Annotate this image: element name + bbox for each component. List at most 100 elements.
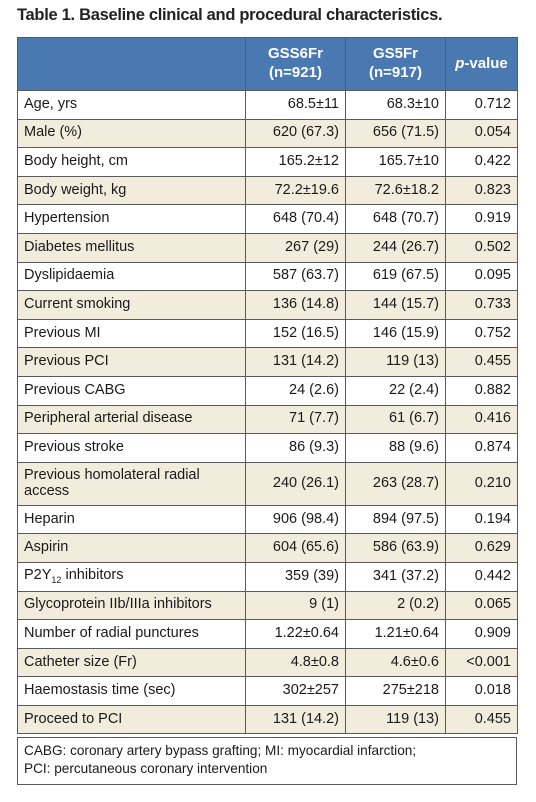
gs5fr-value: 61 (6.7) (345, 404, 446, 435)
p-value: 0.210 (445, 461, 518, 506)
p-value: 0.752 (445, 318, 518, 349)
p-value: 0.502 (445, 232, 518, 263)
row-label: Previous PCI (17, 347, 246, 377)
gss6fr-value: 152 (16.5) (245, 318, 346, 349)
p-value: 0.919 (445, 204, 518, 234)
gs5fr-value: 72.6±18.2 (345, 175, 446, 206)
table-row: Previous PCI 131 (14.2) 119 (13) 0.455 (17, 347, 518, 377)
gs5fr-value: 68.3±10 (345, 90, 446, 120)
gss6fr-value: 240 (26.1) (245, 461, 346, 506)
table-footnote: CABG: coronary artery bypass grafting; M… (17, 737, 517, 785)
p-value: 0.054 (445, 118, 518, 149)
gs5fr-value: 2 (0.2) (345, 590, 446, 621)
header-gs5fr: GS5Fr (n=917) (345, 37, 446, 91)
p-value: 0.823 (445, 175, 518, 206)
p-value: 0.733 (445, 290, 518, 320)
p-value: 0.442 (445, 561, 518, 592)
header-empty (17, 37, 246, 91)
gss6fr-value: 587 (63.7) (245, 261, 346, 292)
table-row: Previous homolateral radial access 240 (2… (17, 461, 518, 506)
table-row: Current smoking 136 (14.8) 144 (15.7) 0.733 (17, 290, 518, 320)
p-value: 0.874 (445, 433, 518, 463)
p-value: 0.629 (445, 533, 518, 563)
p-value: 0.455 (445, 347, 518, 377)
footnote-line-1: CABG: coronary artery bypass grafting; M… (24, 743, 417, 758)
header-row: GSS6Fr (n=921) GS5Fr (n=917) p-value (17, 37, 518, 91)
gs5fr-value: 165.7±10 (345, 147, 446, 177)
row-label: Current smoking (17, 290, 246, 320)
row-label: Heparin (17, 504, 246, 535)
gss6fr-value: 604 (65.6) (245, 533, 346, 563)
row-label: Diabetes mellitus (17, 232, 246, 263)
table-row: Previous stroke 86 (9.3) 88 (9.6) 0.874 (17, 433, 518, 463)
p-value: <0.001 (445, 647, 518, 678)
gs5fr-value: 88 (9.6) (345, 433, 446, 463)
row-label: Hypertension (17, 204, 246, 234)
table-row: Aspirin 604 (65.6) 586 (63.9) 0.629 (17, 533, 518, 563)
gss6fr-value: 620 (67.3) (245, 118, 346, 149)
gs5fr-value: 619 (67.5) (345, 261, 446, 292)
gss6fr-value: 9 (1) (245, 590, 346, 621)
table-title: Table 1. Baseline clinical and procedura… (17, 6, 443, 24)
header-gss6fr: GSS6Fr (n=921) (245, 37, 346, 91)
table-row: Previous CABG 24 (2.6) 22 (2.4) 0.882 (17, 375, 518, 406)
table-row: P2Y12 inhibitors 359 (39) 341 (37.2) 0.442 (17, 561, 518, 592)
gss6fr-value: 906 (98.4) (245, 504, 346, 535)
gs5fr-value: 648 (70.7) (345, 204, 446, 234)
table-row: Age, yrs 68.5±11 68.3±10 0.712 (17, 90, 518, 120)
row-label: Catheter size (Fr) (17, 647, 246, 678)
gss6fr-value: 267 (29) (245, 232, 346, 263)
table-row: Body weight, kg 72.2±19.6 72.6±18.2 0.823 (17, 175, 518, 206)
p-value: 0.018 (445, 676, 518, 706)
table-row: Glycoprotein IIb/IIIa inhibitors 9 (1) 2 (… (17, 590, 518, 621)
gss6fr-value: 72.2±19.6 (245, 175, 346, 206)
p-value: 0.712 (445, 90, 518, 120)
p-value: 0.065 (445, 590, 518, 621)
table-row: Heparin 906 (98.4) 894 (97.5) 0.194 (17, 504, 518, 535)
p-value: 0.455 (445, 704, 518, 735)
header-pvalue: p-value (445, 37, 518, 91)
gs5fr-value: 119 (13) (345, 347, 446, 377)
table-row: Hypertension 648 (70.4) 648 (70.7) 0.919 (17, 204, 518, 234)
gss6fr-value: 1.22±0.64 (245, 619, 346, 649)
table-row: Proceed to PCI 131 (14.2) 119 (13) 0.455 (17, 704, 518, 735)
gss6fr-value: 131 (14.2) (245, 704, 346, 735)
row-label: Previous MI (17, 318, 246, 349)
p-value: 0.416 (445, 404, 518, 435)
table-row: Male (%) 620 (67.3) 656 (71.5) 0.054 (17, 118, 518, 149)
table-row: Body height, cm 165.2±12 165.7±10 0.422 (17, 147, 518, 177)
gs5fr-value: 656 (71.5) (345, 118, 446, 149)
p-value: 0.095 (445, 261, 518, 292)
gss6fr-value: 131 (14.2) (245, 347, 346, 377)
gs5fr-value: 22 (2.4) (345, 375, 446, 406)
row-label: Previous CABG (17, 375, 246, 406)
p-value: 0.422 (445, 147, 518, 177)
gs5fr-value: 146 (15.9) (345, 318, 446, 349)
gss6fr-value: 359 (39) (245, 561, 346, 592)
gs5fr-value: 341 (37.2) (345, 561, 446, 592)
gss6fr-value: 302±257 (245, 676, 346, 706)
gs5fr-value: 4.6±0.6 (345, 647, 446, 678)
row-label: Aspirin (17, 533, 246, 563)
row-label: Previous stroke (17, 433, 246, 463)
row-label: Dyslipidaemia (17, 261, 246, 292)
gss6fr-value: 86 (9.3) (245, 433, 346, 463)
p-value: 0.194 (445, 504, 518, 535)
row-label: Body height, cm (17, 147, 246, 177)
gss6fr-value: 68.5±11 (245, 90, 346, 120)
row-label: Number of radial punctures (17, 619, 246, 649)
table-row: Previous MI 152 (16.5) 146 (15.9) 0.752 (17, 318, 518, 349)
gs5fr-value: 144 (15.7) (345, 290, 446, 320)
gss6fr-value: 71 (7.7) (245, 404, 346, 435)
p-value: 0.909 (445, 619, 518, 649)
footnote-line-2: PCI: percutaneous coronary intervention (24, 760, 268, 776)
p-value: 0.882 (445, 375, 518, 406)
row-label: Age, yrs (17, 90, 246, 120)
row-label: Haemostasis time (sec) (17, 676, 246, 706)
gs5fr-value: 275±218 (345, 676, 446, 706)
gs5fr-value: 894 (97.5) (345, 504, 446, 535)
row-label: P2Y12 inhibitors (17, 561, 246, 592)
gs5fr-value: 1.21±0.64 (345, 619, 446, 649)
gss6fr-value: 4.8±0.8 (245, 647, 346, 678)
gs5fr-value: 263 (28.7) (345, 461, 446, 506)
